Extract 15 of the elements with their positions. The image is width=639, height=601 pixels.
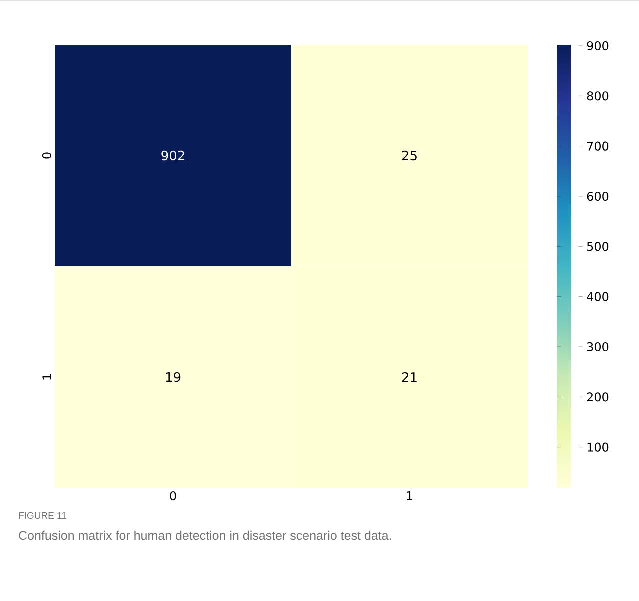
data-label: 21: [402, 372, 417, 382]
color-bar-label: 600: [587, 192, 609, 202]
color-bar-label: 900: [587, 41, 609, 51]
caption: FIGURE 11: [19, 512, 66, 520]
color-bar-label: 200: [587, 392, 609, 402]
color-bar-label: 400: [587, 292, 609, 302]
color-bar-label: 500: [587, 242, 609, 252]
color-bar-label: 800: [587, 92, 609, 101]
data-label: 902: [162, 150, 184, 161]
color-bar-label: 100: [588, 442, 609, 452]
color-bar-label: 300: [587, 342, 609, 352]
text: Confusion matrix for human detection in disaster scenario test data.: [19, 530, 392, 540]
color-bar-label: 700: [588, 142, 609, 151]
data-label: 19: [166, 372, 181, 382]
data-label: 25: [402, 150, 417, 161]
